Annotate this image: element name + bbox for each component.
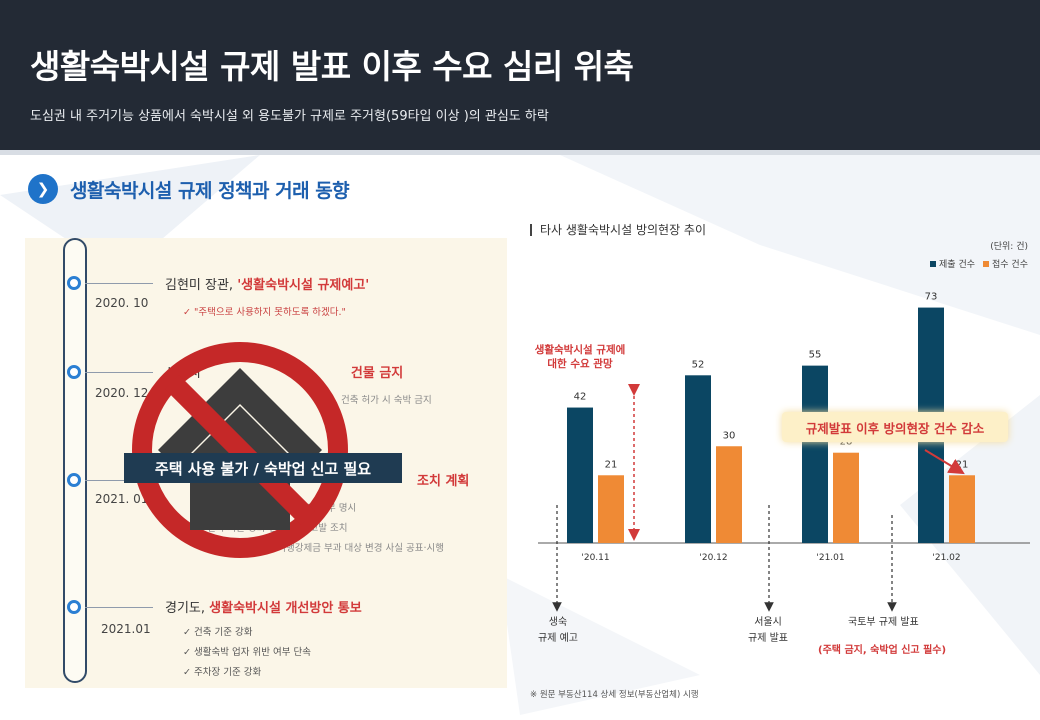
x-tick-label: '21.01	[816, 553, 844, 563]
legend-swatch	[930, 260, 937, 267]
legend-item-1: 접수 건수	[983, 257, 1028, 270]
housing-prohibited-label: 주택 사용 불가 / 숙박업 신고 필요	[124, 453, 402, 483]
timeline-event-4-title: 경기도, 생활숙박시설 개선방안 통보	[165, 601, 362, 616]
page-title: 생활숙박시설 규제 발표 이후 수요 심리 위축	[30, 47, 634, 86]
no-housing-icon	[132, 342, 348, 558]
timeline-event-2-date: 2020. 12	[95, 386, 149, 400]
source-note: ※ 원문 부동산114 상세 정보(부동산업체) 시행	[530, 690, 699, 700]
timeline-connector	[85, 372, 153, 373]
x-tick-label: '20.11	[581, 553, 609, 563]
bar-value-label: 42	[574, 392, 587, 403]
background-shapes	[0, 155, 1040, 715]
chart-annotation-left: 생활숙박시설 규제에 대한 수요 관망	[534, 344, 626, 370]
chart-unit: (단위: 건)	[990, 242, 1028, 252]
timeline-node-2	[67, 365, 81, 379]
timeline-rail	[63, 238, 87, 683]
section-heading: ❯ 생활숙박시설 규제 정책과 거래 동향	[28, 174, 350, 204]
x-tick-label: '20.12	[699, 553, 727, 563]
section-title: 생활숙박시설 규제 정책과 거래 동향	[70, 179, 350, 202]
decrease-arrow	[924, 449, 965, 475]
bar-value-label: 73	[925, 292, 938, 303]
bar-submitted	[802, 365, 828, 543]
timeline-event-3-title: 조치 계획	[417, 474, 470, 489]
timeline-event-4-detail: ✓ 건축 기준 강화	[183, 627, 253, 638]
timeline-event-1-detail: ✓ "주택으로 사용하지 못하도록 하겠다."	[183, 307, 346, 318]
timeline-node-3	[67, 473, 81, 487]
timeline-event-1-date: 2020. 10	[95, 296, 149, 310]
bar-received	[949, 475, 975, 543]
timeline-connector	[85, 480, 153, 481]
bar-received	[833, 452, 859, 543]
chart-callout: 규제발표 이후 방의현장 건수 감소	[782, 412, 1008, 442]
timeline-event-4-date: 2021.01	[101, 622, 151, 636]
bar-submitted	[685, 375, 711, 543]
bar-chart: 타사 생활숙박시설 방의현장 추이 (단위: 건) 제출 건수 접수 건수 42…	[520, 215, 1040, 705]
x-tick-label: '21.02	[932, 553, 960, 563]
timeline-event-4-detail: ✓ 주차장 기준 강화	[183, 667, 262, 678]
timeline-event-3-detail: 주택 용도 사용은 이행강제금 부과 대상 변경 사실 공표·시행	[207, 543, 444, 554]
timeline-event-3-date: 2021. 01	[95, 492, 149, 506]
bar-submitted	[567, 407, 593, 543]
bar-value-label: 28	[840, 437, 853, 448]
bar-received	[716, 446, 742, 543]
legend-item-0: 제출 건수	[930, 257, 975, 270]
timeline-connector	[85, 283, 153, 284]
chart-title: 타사 생활숙박시설 방의현장 추이	[530, 221, 706, 238]
timeline-event-1-title: 김현미 장관, '생활숙박시설 규제예고'	[165, 278, 370, 293]
bar-value-label: 52	[692, 359, 705, 370]
event-label-3: 국토부 규제 발표	[848, 617, 919, 628]
legend-swatch	[983, 260, 990, 267]
bar-value-label: 21	[605, 459, 618, 470]
bar-received	[598, 475, 624, 543]
header-bar: 생활숙박시설 규제 발표 이후 수요 심리 위축 도심권 내 주거기능 상품에서…	[0, 0, 1040, 150]
event-label-3-note: (주택 금지, 숙박업 신고 필수)	[818, 645, 947, 656]
timeline-node-1	[67, 276, 81, 290]
event-label-2: 서울시 규제 발표	[748, 617, 788, 644]
timeline-event-2-detail: 건축 허가 시 숙박 금지	[341, 395, 432, 406]
event-label-1: 생숙 규제 예고	[538, 617, 578, 644]
bar-value-label: 30	[723, 430, 736, 441]
chevron-right-icon: ❯	[28, 174, 58, 204]
header-divider	[0, 150, 1040, 155]
chart-legend: 제출 건수 접수 건수	[930, 257, 1028, 270]
bar-value-label: 55	[809, 350, 822, 361]
timeline-connector	[85, 607, 153, 608]
page-subtitle: 도심권 내 주거기능 상품에서 숙박시설 외 용도불가 규제로 주거형(59타입…	[30, 109, 549, 124]
timeline-node-4	[67, 600, 81, 614]
timeline-event-4-detail: ✓ 생활숙박 업자 위반 여부 단속	[183, 647, 311, 658]
